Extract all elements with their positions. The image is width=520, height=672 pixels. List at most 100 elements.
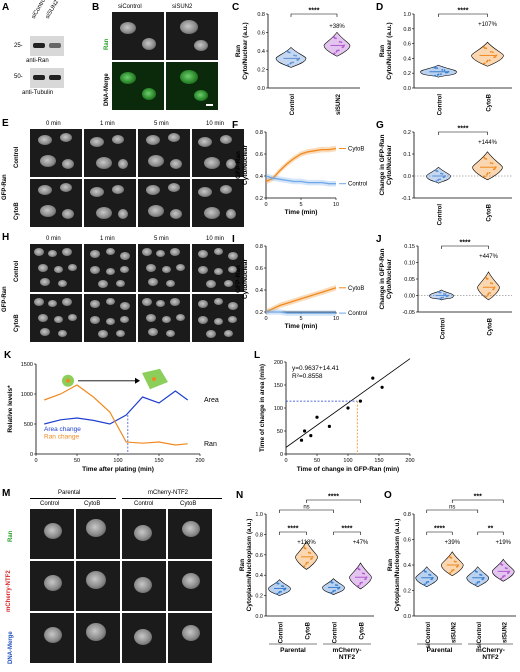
data-point [361, 581, 363, 584]
panel-label: J [376, 234, 382, 245]
y-axis-label: Cyto/Nuclear (a.u.) [242, 22, 249, 79]
data-point [425, 581, 428, 584]
percent-change-label: +47% [353, 540, 369, 546]
percent-change-label: +107% [478, 22, 498, 28]
data-point [423, 583, 426, 586]
y-axis-label: Relative levels* [7, 385, 14, 433]
data-point [485, 295, 487, 298]
violin-sisun2 [440, 551, 464, 577]
data-point [456, 565, 459, 568]
panel-label: O [384, 490, 392, 501]
data-point [334, 589, 336, 592]
y-tick-label: 0 [280, 452, 283, 458]
data-point [476, 581, 479, 584]
y-tick-label: 0.6 [255, 266, 263, 272]
violin-chart-d: D Ran Cyto/Nuclear (a.u.) 0.0 0.2 0.4 0.6 0.8 1.… [376, 2, 512, 115]
row-label-e-control: Control [14, 146, 20, 168]
data-point [311, 555, 314, 558]
data-point [295, 54, 297, 57]
series-line-control [266, 311, 336, 314]
group-label-m-mcherry: mCherry-NTF2 [148, 490, 188, 496]
data-point [489, 162, 492, 164]
data-point [303, 546, 305, 548]
data-point [482, 578, 485, 580]
micrograph-e-r1-c1 [84, 179, 136, 227]
data-point [309, 552, 312, 554]
row-label-e-cytob: CytoB [14, 202, 20, 220]
data-point [450, 556, 453, 559]
col-label-m-0: Control [40, 501, 60, 507]
data-point [489, 282, 492, 284]
significance-label: **** [458, 8, 469, 15]
data-point [282, 585, 285, 588]
percent-change-label: +144% [478, 140, 498, 146]
violin-chart-j: J Change in GFP-Ran Cyto/Nuclear -0.05 0.00 0… [376, 234, 512, 339]
micrograph-h-r1-c2 [138, 294, 190, 342]
x-tick-label: 0 [284, 458, 287, 464]
data-point [434, 169, 437, 172]
data-point [346, 406, 350, 410]
micrograph-e-r1-c3 [192, 179, 244, 227]
y-tick-label: 0.0 [257, 86, 265, 92]
x-tick-label: 200 [405, 458, 414, 464]
micrograph-m-r2-c2 [122, 613, 166, 663]
y-tick-label: 0.2 [403, 130, 411, 136]
y-tick-label: 0.8 [255, 532, 263, 538]
x-tick-label: siSUN2 [451, 621, 457, 643]
violin-sisun2 [323, 31, 351, 57]
data-point [504, 567, 507, 569]
y-tick-label: 0.6 [403, 538, 411, 544]
y-axis-label: Time of change in area (min) [259, 364, 266, 452]
data-point [443, 293, 445, 295]
violin-control [322, 578, 345, 595]
series-line-cytob [265, 287, 337, 313]
data-point [503, 574, 506, 577]
data-point [436, 170, 439, 173]
row-label-ran: Ran [104, 38, 110, 50]
x-tick-label: Control [438, 204, 444, 226]
data-point [491, 51, 494, 54]
significance-bracket [438, 13, 488, 17]
data-point [286, 64, 289, 67]
data-point [330, 580, 332, 583]
micrograph-h-r1-c1 [84, 294, 136, 342]
x-tick-label: 10 [333, 202, 339, 208]
data-point [482, 46, 485, 48]
data-point [499, 562, 502, 565]
data-point [305, 562, 308, 564]
mw-marker-50: 50- [14, 74, 23, 80]
y-axis-label: Cyto/Nuclear (a.u.) [386, 22, 393, 79]
data-point [483, 175, 486, 178]
scatter-chart-l: L Time of change in area (min) 00 50 50 100 10… [254, 350, 415, 473]
violin-control [426, 166, 451, 184]
micrograph-h-r0-c3 [192, 244, 244, 292]
data-point [502, 575, 505, 578]
scale-bar [206, 104, 213, 106]
data-point [499, 577, 502, 580]
y-tick-label: 0.0 [403, 614, 411, 620]
data-point [434, 180, 437, 183]
data-point [452, 568, 455, 571]
data-point [307, 561, 309, 564]
data-point [423, 569, 426, 572]
x-tick-label: 0 [264, 202, 267, 208]
data-point [303, 429, 307, 433]
data-point [288, 51, 291, 54]
x-tick-label: 5 [299, 316, 302, 322]
row-group-label-h: GFP-Ran [2, 286, 8, 312]
significance-bracket [441, 245, 489, 249]
significance-label: ** [488, 526, 494, 533]
data-point [334, 584, 337, 586]
data-point [480, 574, 483, 576]
data-point [307, 551, 310, 554]
series-band [266, 285, 336, 315]
y-tick-label: 0.8 [255, 130, 263, 136]
violin-control [268, 579, 291, 597]
series-line-control [265, 175, 336, 185]
col-label-m-1: CytoB [84, 501, 101, 507]
micrograph-b-merge-sisun2 [166, 62, 218, 110]
regression-equation: y=0.9637+14.41 [292, 365, 339, 372]
data-point [292, 61, 294, 64]
y-tick-label: 1.0 [403, 12, 411, 18]
micrograph-e-r1-c2 [138, 179, 190, 227]
